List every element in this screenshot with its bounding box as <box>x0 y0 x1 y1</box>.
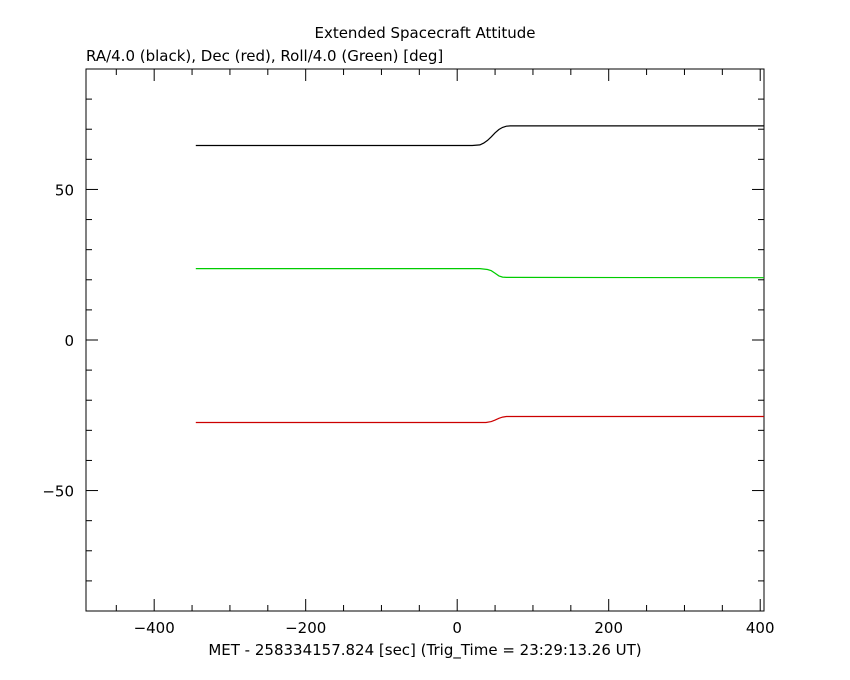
axis-ticks <box>86 68 764 612</box>
x-tick-label: 200 <box>594 619 623 637</box>
y-tick-labels: −50 0 50 <box>42 181 74 500</box>
series-line-dec <box>195 415 764 424</box>
series-line-roll <box>195 268 765 279</box>
y-tick-label: 50 <box>55 181 74 199</box>
chart-subtitle: RA/4.0 (black), Dec (red), Roll/4.0 (Gre… <box>86 47 443 65</box>
x-tick-label: 0 <box>452 619 462 637</box>
x-tick-label: −200 <box>285 619 326 637</box>
series-group <box>195 125 765 424</box>
series-line-ra <box>195 125 764 147</box>
x-tick-label: 400 <box>746 619 775 637</box>
x-tick-labels: −400 −200 0 200 400 <box>134 619 775 637</box>
x-axis-label: MET - 258334157.824 [sec] (Trig_Time = 2… <box>208 641 641 660</box>
y-tick-label: −50 <box>42 483 74 501</box>
plot-frame <box>85 68 765 612</box>
x-tick-label: −400 <box>134 619 175 637</box>
chart-title: Extended Spacecraft Attitude <box>314 24 535 42</box>
y-tick-label: 0 <box>64 332 74 350</box>
